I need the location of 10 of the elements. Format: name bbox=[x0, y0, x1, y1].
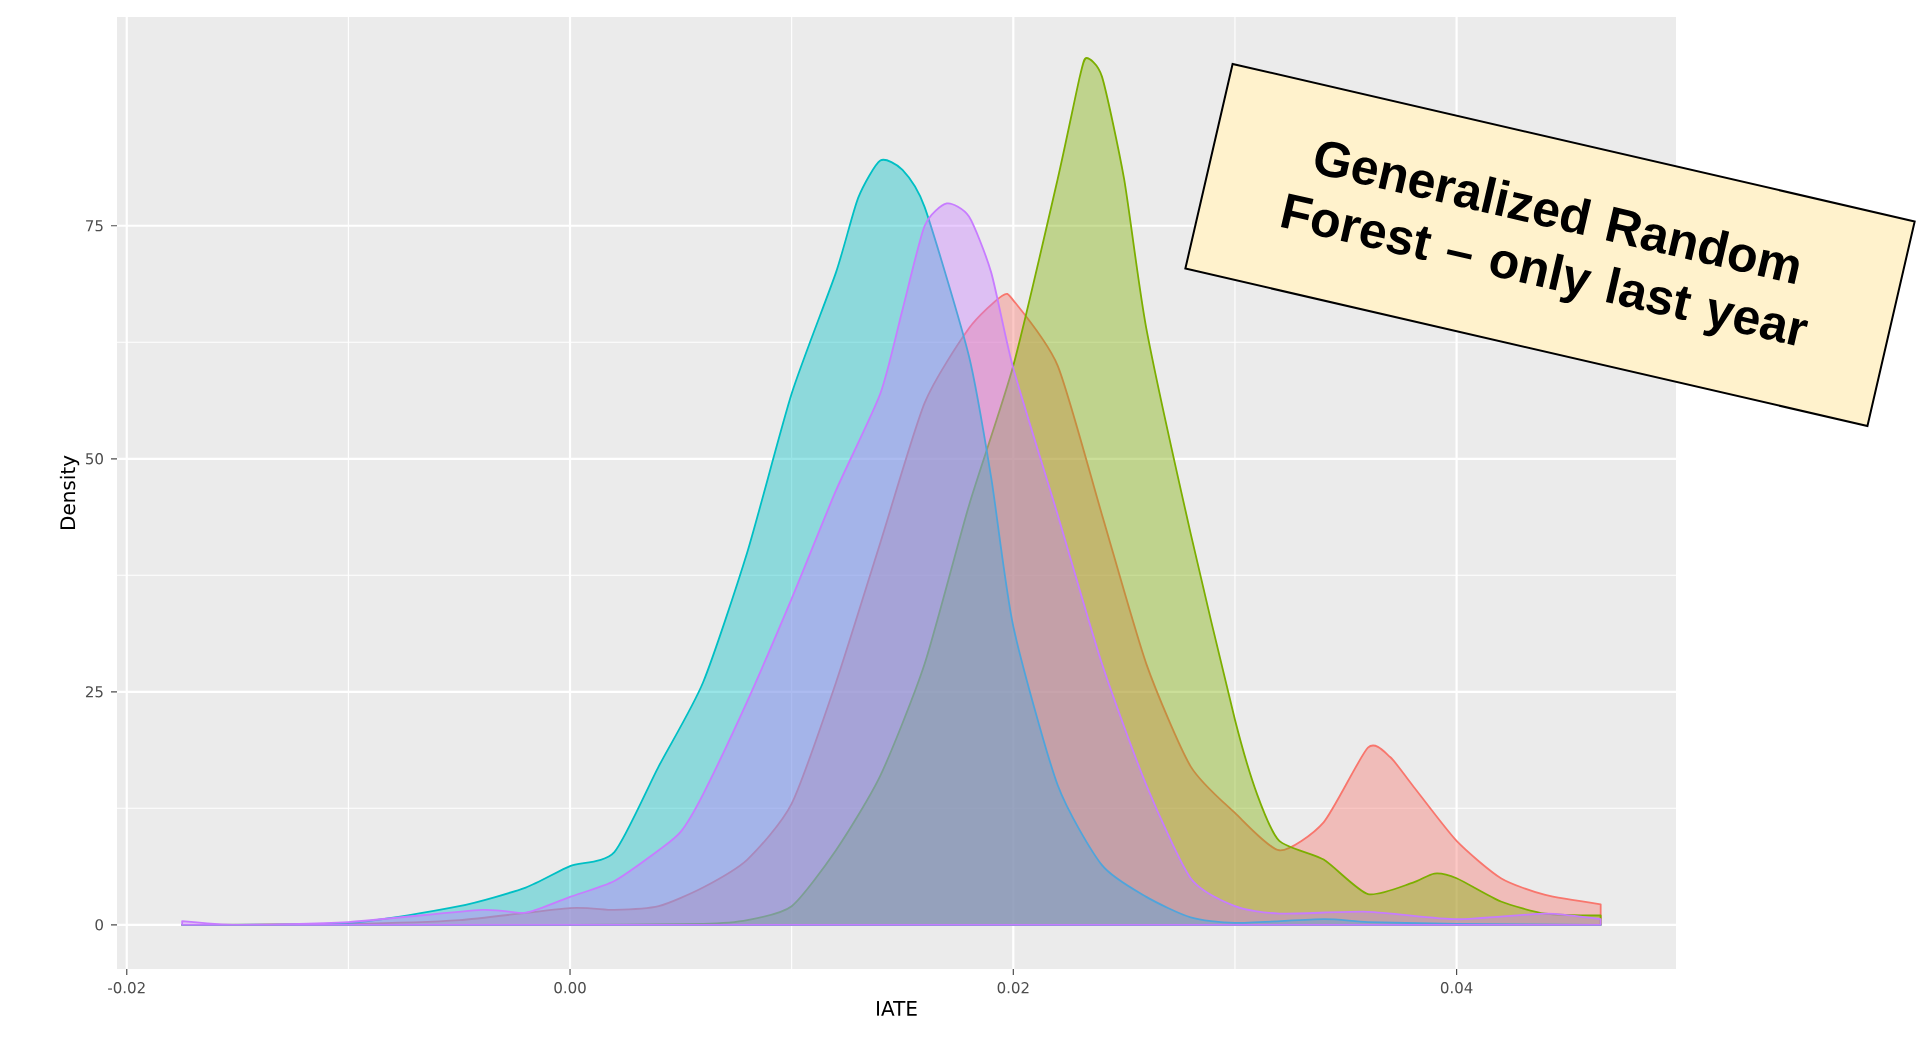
y-axis-title: Density bbox=[59, 455, 80, 530]
y-tick-label: 0 bbox=[95, 919, 103, 931]
x-tick-label: -0.02 bbox=[108, 982, 145, 994]
y-tick-label: 75 bbox=[86, 220, 103, 232]
y-tick-label: 50 bbox=[86, 453, 103, 465]
x-tick-label: 0.02 bbox=[997, 982, 1029, 994]
x-tick-label: 0.00 bbox=[554, 982, 586, 994]
x-tick-label: 0.04 bbox=[1440, 982, 1473, 994]
x-axis-title: IATE bbox=[877, 1001, 917, 1016]
y-tick-label: 25 bbox=[85, 686, 103, 698]
